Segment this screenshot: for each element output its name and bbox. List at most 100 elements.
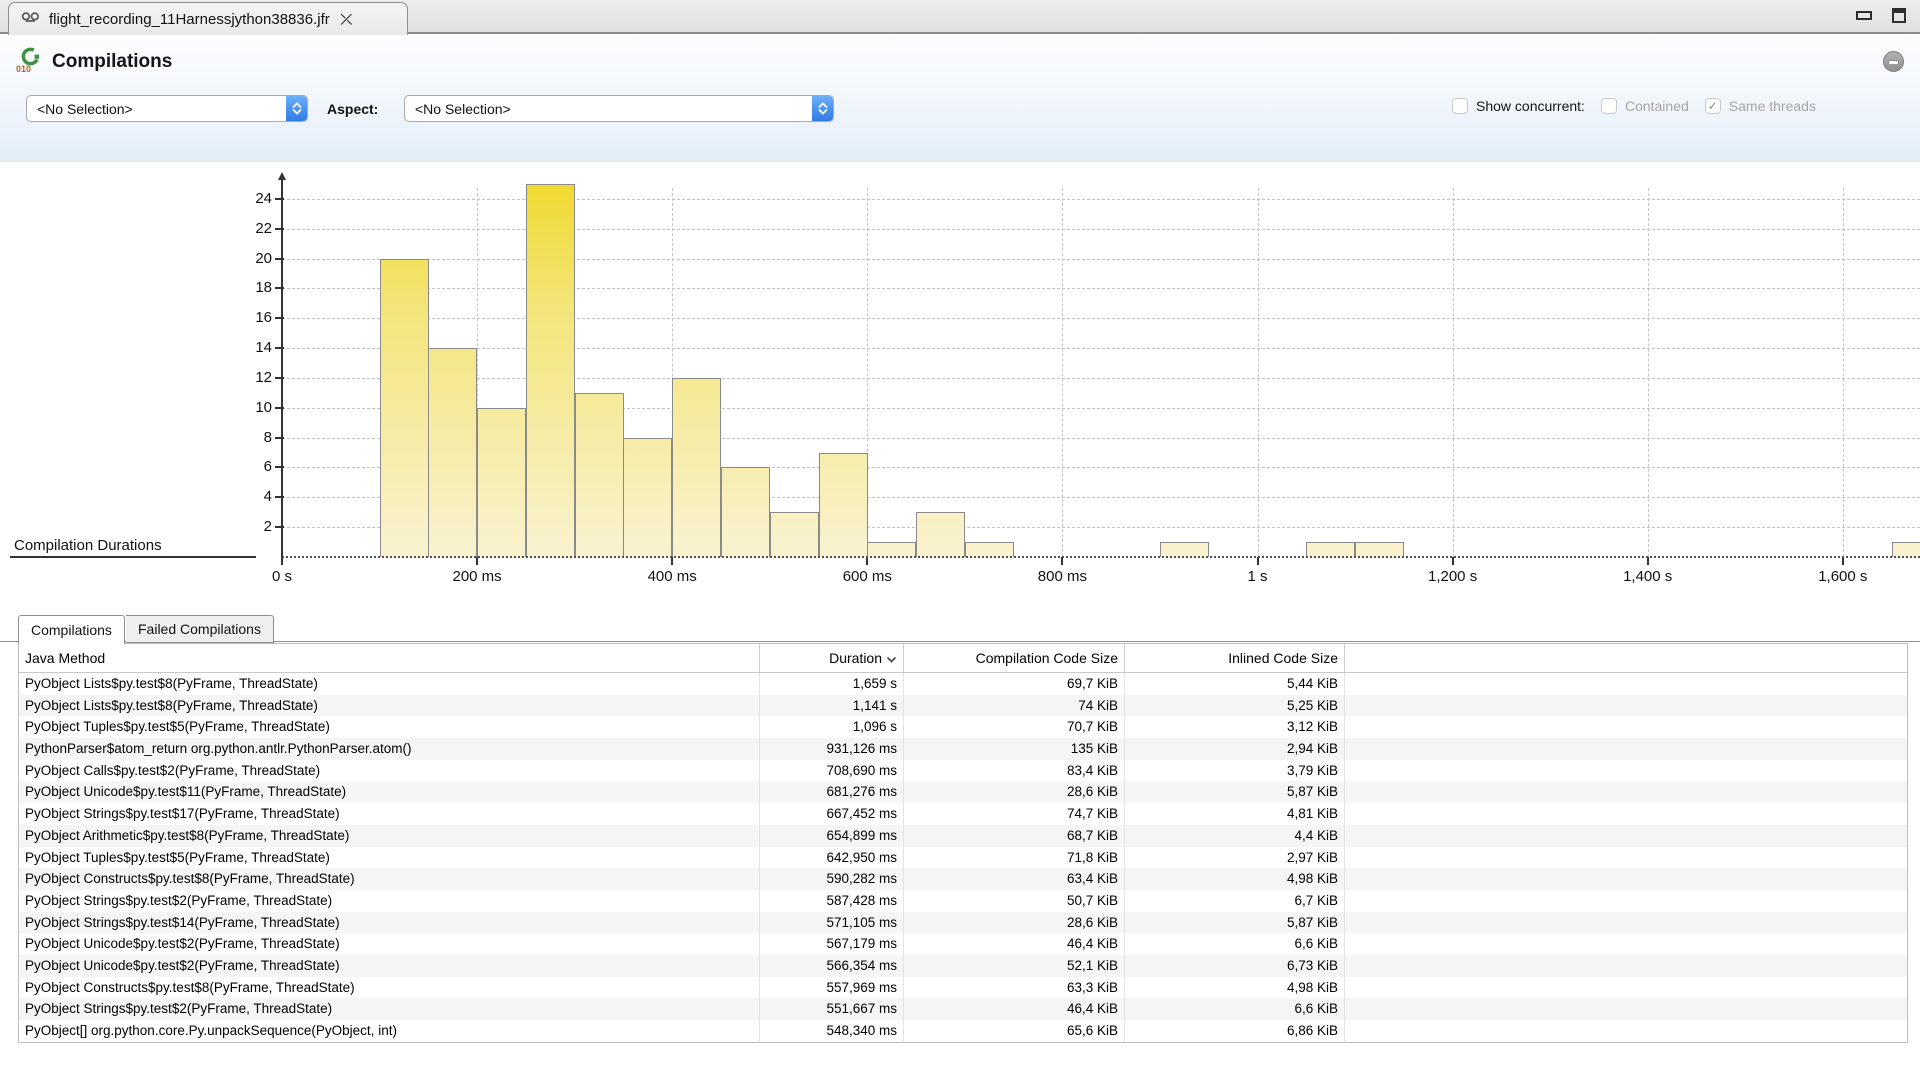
table-row[interactable]: PyObject Tuples$py.test$5(PyFrame, Threa… bbox=[19, 716, 1907, 739]
tab-failed-compilations[interactable]: Failed Compilations bbox=[126, 615, 274, 643]
table-row[interactable]: PyObject Strings$py.test$14(PyFrame, Thr… bbox=[19, 911, 1907, 934]
y-axis-tick bbox=[275, 317, 284, 320]
histogram-bar[interactable] bbox=[575, 393, 624, 557]
sort-descending-icon bbox=[886, 650, 897, 666]
maximize-icon[interactable] bbox=[1892, 8, 1906, 23]
histogram-bar[interactable] bbox=[965, 542, 1014, 557]
table-row[interactable]: PyObject Tuples$py.test$5(PyFrame, Threa… bbox=[19, 846, 1907, 869]
flight-recording-icon bbox=[21, 10, 40, 29]
same-threads-label: Same threads bbox=[1728, 98, 1816, 114]
histogram-bar[interactable] bbox=[1160, 542, 1209, 557]
cell-filler bbox=[1345, 977, 1907, 999]
cell-method: PyObject Strings$py.test$14(PyFrame, Thr… bbox=[19, 911, 760, 934]
table-row[interactable]: PyObject Arithmetic$py.test$8(PyFrame, T… bbox=[19, 824, 1907, 847]
table-row[interactable]: PyObject Unicode$py.test$11(PyFrame, Thr… bbox=[19, 781, 1907, 804]
show-concurrent-checkbox[interactable] bbox=[1452, 98, 1468, 114]
cell-duration: 642,950 ms bbox=[760, 846, 904, 869]
table-row[interactable]: PyObject Calls$py.test$2(PyFrame, Thread… bbox=[19, 759, 1907, 782]
y-axis-label: 10 bbox=[255, 398, 272, 416]
table-row[interactable]: PyObject Strings$py.test$2(PyFrame, Thre… bbox=[19, 998, 1907, 1020]
y-axis-label: 24 bbox=[255, 189, 272, 207]
compilations-icon: 010 bbox=[16, 46, 43, 78]
contained-checkbox[interactable] bbox=[1600, 98, 1617, 114]
column-header-duration[interactable]: Duration bbox=[760, 644, 904, 672]
minimize-icon[interactable] bbox=[1856, 11, 1872, 20]
table-row[interactable]: PyObject Strings$py.test$17(PyFrame, Thr… bbox=[19, 803, 1907, 825]
x-axis-tick bbox=[1451, 557, 1454, 565]
y-axis-tick bbox=[275, 257, 284, 260]
cell-filler bbox=[1345, 803, 1907, 825]
table-row[interactable]: PyObject Constructs$py.test$8(PyFrame, T… bbox=[19, 976, 1907, 999]
selection-dropdown[interactable]: <No Selection> bbox=[26, 95, 308, 122]
cell-filler bbox=[1345, 912, 1907, 934]
cell-filler bbox=[1345, 847, 1907, 869]
x-axis-label: 1,200 s bbox=[1427, 568, 1478, 585]
cell-method: PyObject Strings$py.test$2(PyFrame, Thre… bbox=[19, 889, 760, 912]
gridline bbox=[867, 188, 869, 557]
cell-inlined-size: 4,98 KiB bbox=[1125, 976, 1345, 999]
cell-duration: 1,659 s bbox=[760, 673, 904, 695]
y-axis-tick bbox=[275, 227, 284, 230]
histogram-bar[interactable] bbox=[916, 512, 965, 557]
cell-inlined-size: 5,87 KiB bbox=[1125, 781, 1345, 804]
histogram-bar[interactable] bbox=[1355, 542, 1404, 557]
x-axis-tick bbox=[1841, 557, 1844, 565]
tab-failed-compilations-label: Failed Compilations bbox=[138, 621, 261, 637]
x-axis-tick bbox=[281, 557, 283, 565]
histogram-bar[interactable] bbox=[672, 378, 721, 557]
histogram-bar[interactable] bbox=[477, 408, 526, 557]
column-header-compilation-code-size[interactable]: Compilation Code Size bbox=[904, 644, 1125, 672]
tab-compilations-label: Compilations bbox=[31, 622, 112, 638]
cell-inlined-size: 4,98 KiB bbox=[1125, 868, 1345, 890]
cell-code-size: 52,1 KiB bbox=[904, 954, 1125, 977]
table-row[interactable]: PyObject Unicode$py.test$2(PyFrame, Thre… bbox=[19, 954, 1907, 977]
histogram-bar[interactable] bbox=[867, 542, 916, 557]
editor-tab-flight-recording[interactable]: flight_recording_11Harnessjython38836.jf… bbox=[8, 2, 408, 35]
svg-text:010: 010 bbox=[16, 64, 31, 73]
cell-inlined-size: 3,12 KiB bbox=[1125, 716, 1345, 739]
cell-duration: 1,096 s bbox=[760, 716, 904, 739]
y-axis-label: 16 bbox=[255, 309, 272, 327]
same-threads-checkbox[interactable]: ✓ bbox=[1704, 98, 1721, 114]
histogram-bar[interactable] bbox=[1306, 542, 1355, 557]
table-row[interactable]: PyObject Lists$py.test$8(PyFrame, Thread… bbox=[19, 673, 1907, 695]
gridline bbox=[1452, 188, 1454, 557]
cell-method: PyObject Lists$py.test$8(PyFrame, Thread… bbox=[19, 673, 760, 695]
cell-duration: 667,452 ms bbox=[760, 803, 904, 825]
column-header-java-method[interactable]: Java Method bbox=[19, 644, 760, 672]
x-axis-tick bbox=[866, 557, 869, 565]
histogram-bar[interactable] bbox=[526, 184, 575, 557]
cell-code-size: 28,6 KiB bbox=[904, 911, 1125, 934]
editor-tab-title: flight_recording_11Harnessjython38836.jf… bbox=[49, 10, 330, 28]
duration-chart[interactable]: Compilation Durations 2 4 6 8 10 12 14 16 18 20 22… bbox=[0, 162, 1920, 612]
histogram-bar[interactable] bbox=[819, 453, 868, 557]
cell-duration: 548,340 ms bbox=[760, 1020, 904, 1042]
cell-duration: 551,667 ms bbox=[760, 998, 904, 1020]
minimize-section-button[interactable] bbox=[1883, 51, 1904, 72]
close-icon[interactable]: ⤫ bbox=[340, 10, 352, 27]
cell-inlined-size: 4,4 KiB bbox=[1125, 824, 1345, 847]
histogram-bar[interactable] bbox=[428, 348, 477, 557]
table-row[interactable]: PyObject Unicode$py.test$2(PyFrame, Thre… bbox=[19, 933, 1907, 955]
histogram-bar[interactable] bbox=[721, 467, 770, 557]
cell-duration: 566,354 ms bbox=[760, 954, 904, 977]
table-row[interactable]: PythonParser$atom_return org.python.antl… bbox=[19, 738, 1907, 760]
cell-filler bbox=[1345, 716, 1907, 738]
histogram-bar[interactable] bbox=[1892, 542, 1920, 557]
gridline bbox=[1647, 188, 1649, 557]
histogram-bar[interactable] bbox=[623, 438, 672, 557]
table-row[interactable]: PyObject[] org.python.core.Py.unpackSequ… bbox=[19, 1020, 1907, 1042]
cell-filler bbox=[1345, 998, 1907, 1020]
aspect-dropdown[interactable]: <No Selection> bbox=[404, 95, 834, 122]
cell-filler bbox=[1345, 695, 1907, 717]
cell-inlined-size: 6,7 KiB bbox=[1125, 889, 1345, 912]
cell-method: PyObject Tuples$py.test$5(PyFrame, Threa… bbox=[19, 846, 760, 869]
table-row[interactable]: PyObject Strings$py.test$2(PyFrame, Thre… bbox=[19, 889, 1907, 912]
table-row[interactable]: PyObject Constructs$py.test$8(PyFrame, T… bbox=[19, 868, 1907, 890]
column-header-inlined-code-size[interactable]: Inlined Code Size bbox=[1125, 644, 1345, 672]
tab-compilations[interactable]: Compilations bbox=[18, 615, 125, 644]
x-axis-label: 1,400 s bbox=[1623, 568, 1673, 585]
histogram-bar[interactable] bbox=[380, 259, 429, 557]
histogram-bar[interactable] bbox=[770, 512, 819, 557]
table-row[interactable]: PyObject Lists$py.test$8(PyFrame, Thread… bbox=[19, 694, 1907, 717]
